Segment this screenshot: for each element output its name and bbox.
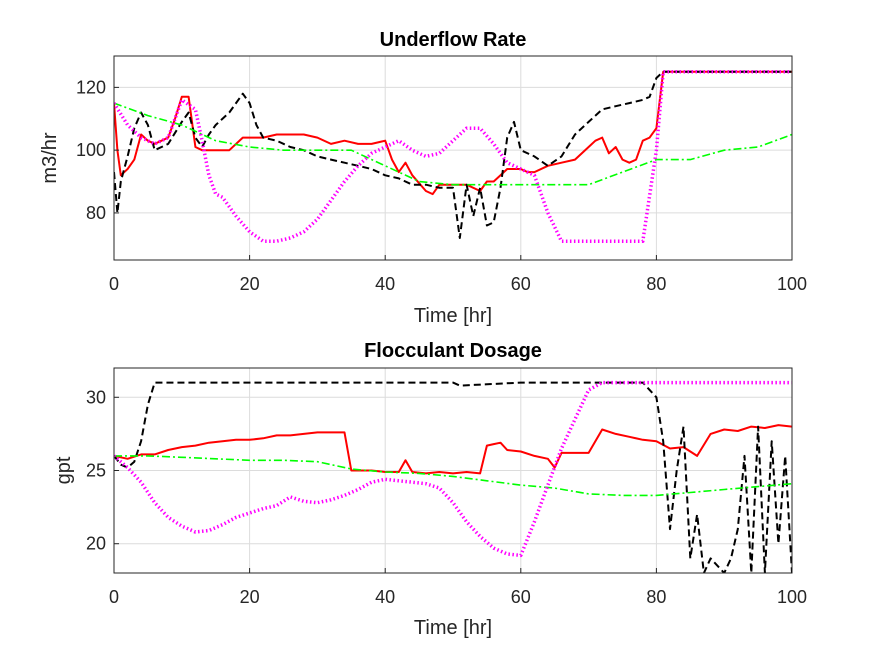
series-line-2 [114,455,792,497]
x-tick-label: 20 [240,587,260,607]
y-tick-label: 20 [86,534,106,554]
series-line-0 [114,424,792,475]
x-tick-label: 60 [511,274,531,294]
chart-title: Flocculant Dosage [364,340,542,362]
x-axis-label: Time [hr] [414,305,492,327]
x-axis-label: Time [hr] [414,617,492,639]
series-line-2 [114,102,792,186]
chart-title: Underflow Rate [380,29,527,51]
plot-area [113,55,793,261]
series-line-1 [114,381,792,573]
x-tick-label: 80 [646,587,666,607]
chart-panel-1: 0 20 40 60 80 100 20 25 30 Flocculant Dosage Time … [53,340,807,639]
axes-box [113,55,793,261]
x-tick-label: 40 [375,587,395,607]
x-tick-label: 40 [375,274,395,294]
x-tick-label: 20 [240,274,260,294]
series-line-3 [114,69,792,243]
y-tick-label: 30 [86,387,106,407]
x-tick-label: 0 [109,274,119,294]
y-tick-label: 100 [76,140,106,160]
y-tick-label: 25 [86,461,106,481]
x-tick-label: 100 [777,587,807,607]
series-line-1 [114,70,792,239]
y-tick-label: 80 [86,203,106,223]
y-axis-label: gpt [53,456,75,484]
x-tick-label: 0 [109,587,119,607]
y-axis-label: m3/hr [39,132,61,183]
y-tick-label: 120 [76,77,106,97]
x-tick-label: 100 [777,274,807,294]
series-line-3 [114,380,792,558]
chart-panel-0: 0 20 40 60 80 100 80 100 120 Underflow Rate Time [… [39,29,807,327]
x-tick-label: 60 [511,587,531,607]
x-tick-label: 80 [646,274,666,294]
